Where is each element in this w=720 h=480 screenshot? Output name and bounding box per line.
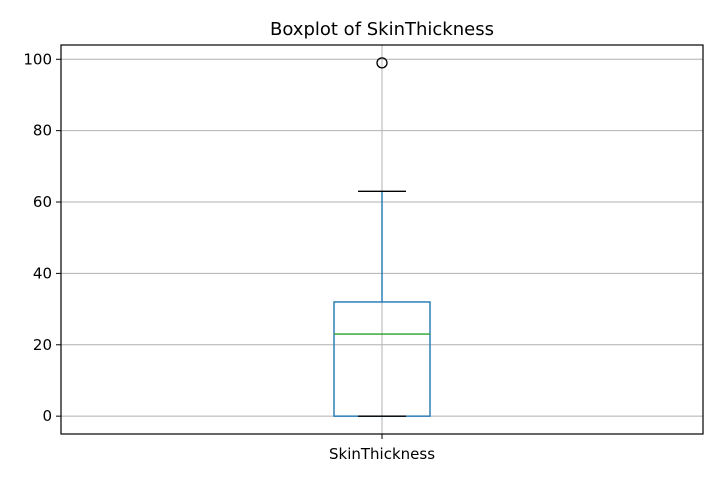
y-tick-label: 80 bbox=[33, 122, 52, 140]
chart-title: Boxplot of SkinThickness bbox=[270, 19, 494, 40]
y-tick-label: 40 bbox=[33, 264, 52, 282]
axis-ticks: 0 20 40 60 80 100 SkinThickness bbox=[23, 50, 435, 463]
y-tick-label: 20 bbox=[33, 336, 52, 354]
y-tick-label: 0 bbox=[42, 407, 52, 425]
x-tick-label: SkinThickness bbox=[329, 445, 435, 463]
y-tick-label: 60 bbox=[33, 193, 52, 211]
y-tick-label: 100 bbox=[23, 50, 52, 68]
box-group bbox=[333, 57, 431, 417]
outlier-point bbox=[376, 57, 388, 69]
